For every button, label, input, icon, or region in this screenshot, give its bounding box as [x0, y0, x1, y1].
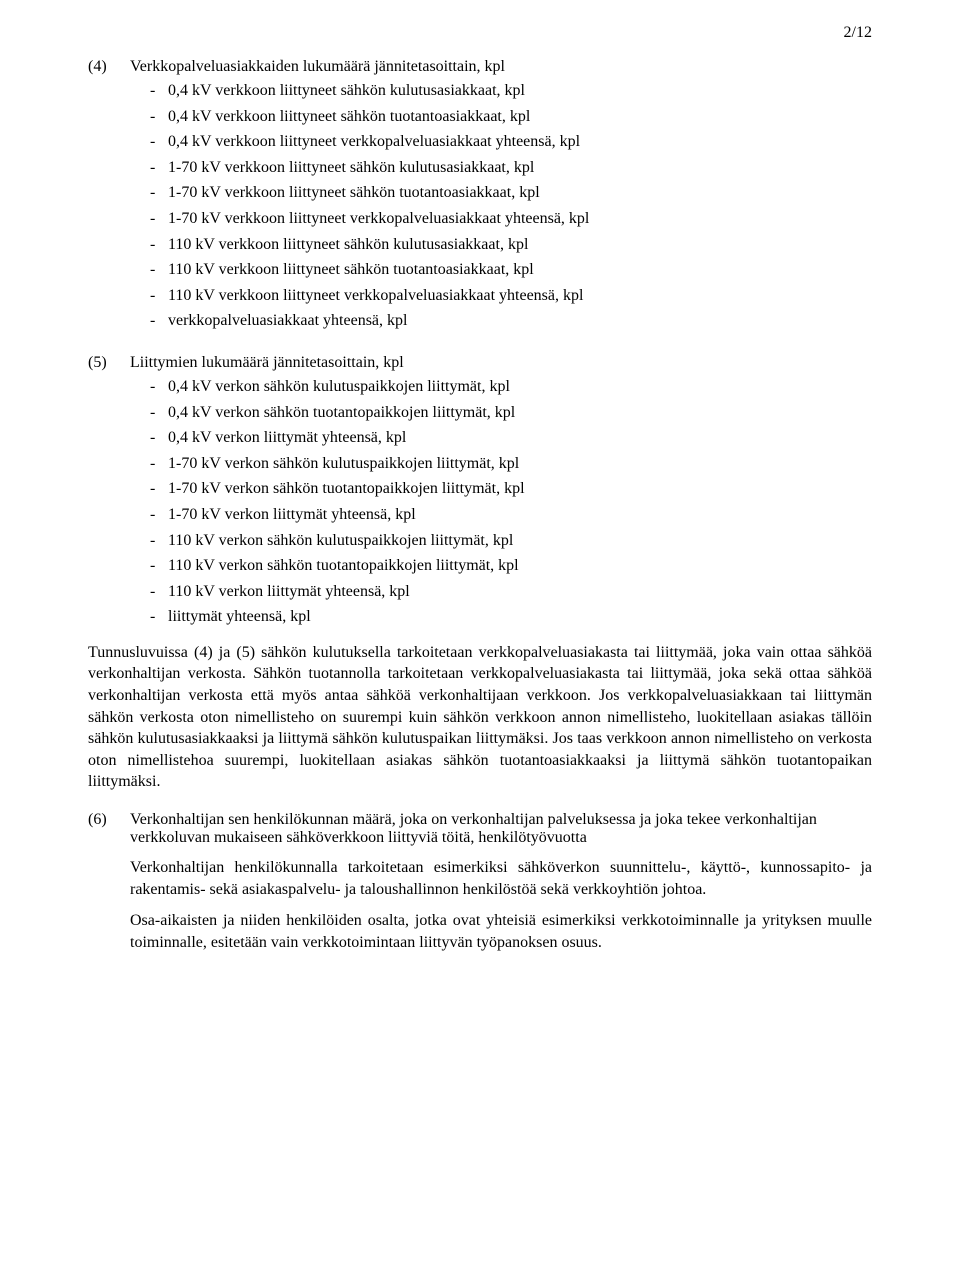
list-item: 0,4 kV verkon sähkön tuotantopaikkojen l…: [150, 402, 872, 424]
list-item: 110 kV verkon sähkön kulutuspaikkojen li…: [150, 530, 872, 552]
section-6: (6) Verkonhaltijan sen henkilökunnan mää…: [88, 811, 872, 953]
list-item: 0,4 kV verkon sähkön kulutuspaikkojen li…: [150, 376, 872, 398]
section-4-body: Verkkopalveluasiakkaiden lukumäärä jänni…: [130, 58, 872, 336]
section-5-heading: Liittymien lukumäärä jännitetasoittain, …: [130, 354, 872, 372]
list-item: liittymät yhteensä, kpl: [150, 606, 872, 628]
list-item: 110 kV verkon liittymät yhteensä, kpl: [150, 581, 872, 603]
list-item: 110 kV verkkoon liittyneet sähkön kulutu…: [150, 234, 872, 256]
section-4-heading: Verkkopalveluasiakkaiden lukumäärä jänni…: [130, 58, 872, 76]
page: 2/12 (4) Verkkopalveluasiakkaiden lukumä…: [0, 0, 960, 1280]
section-6-body: Verkonhaltijan sen henkilökunnan määrä, …: [130, 811, 872, 953]
explanatory-paragraph-4-5: Tunnusluvuissa (4) ja (5) sähkön kulutuk…: [88, 642, 872, 793]
list-item: verkkopalveluasiakkaat yhteensä, kpl: [150, 310, 872, 332]
list-item: 0,4 kV verkkoon liittyneet sähkön tuotan…: [150, 106, 872, 128]
list-item: 110 kV verkkoon liittyneet sähkön tuotan…: [150, 259, 872, 281]
section-5-num: (5): [88, 354, 130, 632]
section-6-num: (6): [88, 811, 130, 953]
section-5-list: 0,4 kV verkon sähkön kulutuspaikkojen li…: [130, 376, 872, 628]
section-4-num: (4): [88, 58, 130, 336]
list-item: 0,4 kV verkkoon liittyneet verkkopalvelu…: [150, 131, 872, 153]
list-item: 1-70 kV verkon sähkön tuotantopaikkojen …: [150, 478, 872, 500]
section-4-list: 0,4 kV verkkoon liittyneet sähkön kulutu…: [130, 80, 872, 332]
list-item: 1-70 kV verkkoon liittyneet sähkön tuota…: [150, 182, 872, 204]
list-item: 110 kV verkon sähkön tuotantopaikkojen l…: [150, 555, 872, 577]
section-6-heading: Verkonhaltijan sen henkilökunnan määrä, …: [130, 811, 872, 847]
page-number: 2/12: [844, 24, 872, 42]
list-item: 0,4 kV verkon liittymät yhteensä, kpl: [150, 427, 872, 449]
list-item: 0,4 kV verkkoon liittyneet sähkön kulutu…: [150, 80, 872, 102]
section-5: (5) Liittymien lukumäärä jännitetasoitta…: [88, 354, 872, 632]
list-item: 1-70 kV verkon liittymät yhteensä, kpl: [150, 504, 872, 526]
list-item: 1-70 kV verkkoon liittyneet sähkön kulut…: [150, 157, 872, 179]
list-item: 1-70 kV verkon sähkön kulutuspaikkojen l…: [150, 453, 872, 475]
section-6-para-2: Osa-aikaisten ja niiden henkilöiden osal…: [130, 910, 872, 953]
list-item: 1-70 kV verkkoon liittyneet verkkopalvel…: [150, 208, 872, 230]
section-4: (4) Verkkopalveluasiakkaiden lukumäärä j…: [88, 58, 872, 336]
section-6-para-1: Verkonhaltijan henkilökunnalla tarkoitet…: [130, 857, 872, 900]
list-item: 110 kV verkkoon liittyneet verkkopalvelu…: [150, 285, 872, 307]
section-5-body: Liittymien lukumäärä jännitetasoittain, …: [130, 354, 872, 632]
